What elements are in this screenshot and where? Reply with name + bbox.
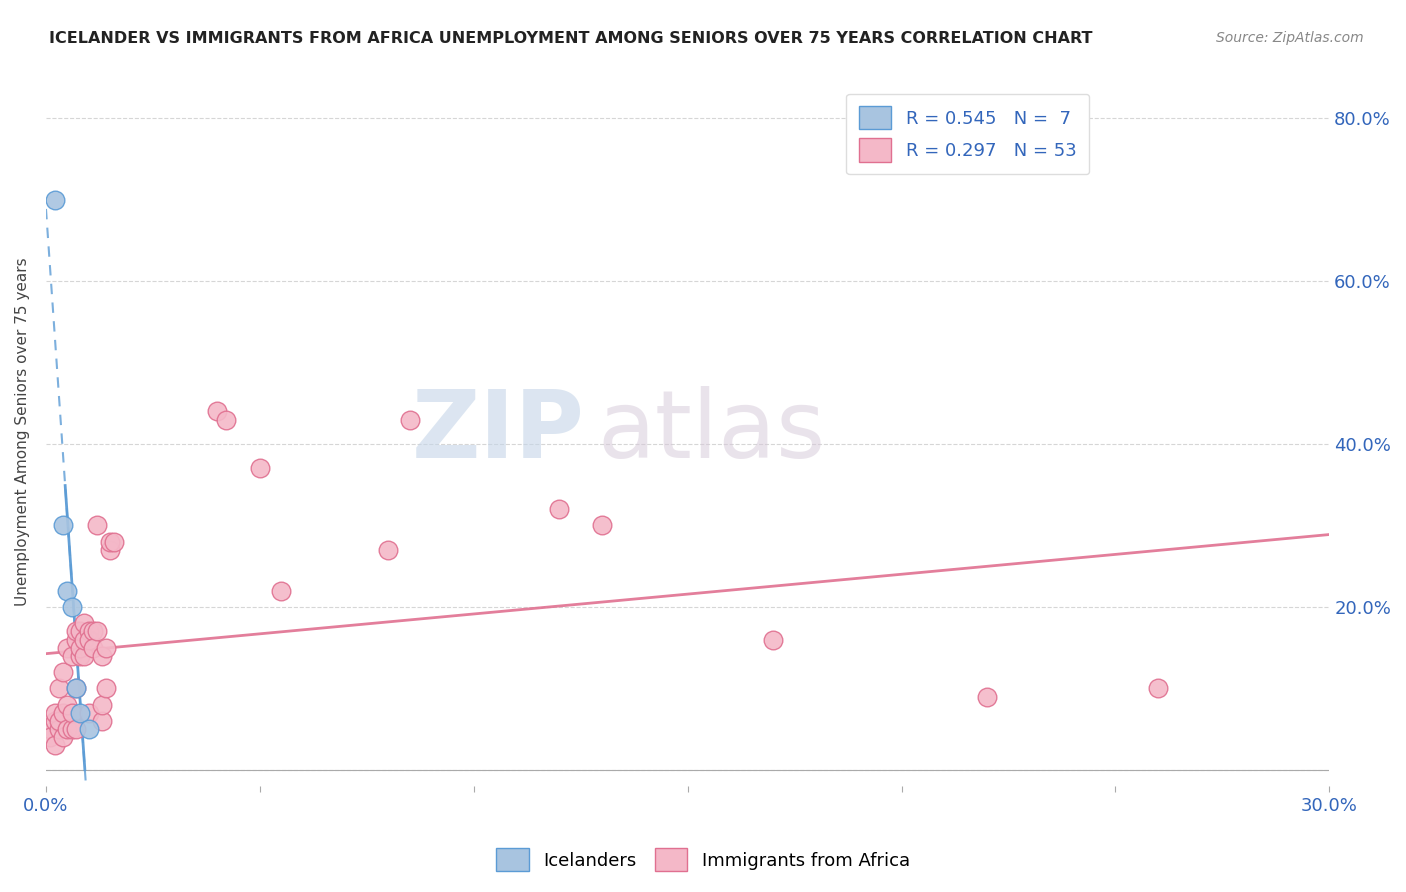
Point [65, 681, 87, 696]
Point [98, 542, 121, 557]
Point [90, 698, 112, 712]
Point [65, 624, 87, 639]
Point [44, 193, 66, 207]
Point [44, 706, 66, 720]
Point [86, 624, 108, 639]
Point [52, 518, 75, 533]
Point [90, 648, 112, 663]
Point [103, 534, 125, 549]
Point [86, 518, 108, 533]
Text: Source: ZipAtlas.com: Source: ZipAtlas.com [1216, 31, 1364, 45]
Point [94, 640, 117, 655]
Point [249, 461, 271, 475]
Point [77, 722, 100, 736]
Point [77, 624, 100, 639]
Point [548, 502, 571, 516]
Point [60, 706, 83, 720]
Point [69, 706, 91, 720]
Point [98, 534, 121, 549]
Point [398, 412, 420, 426]
Point [94, 681, 117, 696]
Point [73, 632, 96, 647]
Point [90, 714, 112, 728]
Point [52, 731, 75, 745]
Point [976, 690, 998, 704]
Point [205, 404, 228, 418]
Point [69, 648, 91, 663]
Text: ICELANDER VS IMMIGRANTS FROM AFRICA UNEMPLOYMENT AMONG SENIORS OVER 75 YEARS COR: ICELANDER VS IMMIGRANTS FROM AFRICA UNEM… [49, 31, 1092, 46]
Point [52, 665, 75, 679]
Text: ZIP: ZIP [412, 386, 585, 478]
Point [73, 648, 96, 663]
Point [65, 681, 87, 696]
Point [39, 731, 62, 745]
Point [214, 412, 236, 426]
Text: atlas: atlas [598, 386, 827, 478]
Point [69, 624, 91, 639]
Point [270, 583, 292, 598]
Point [762, 632, 785, 647]
Point [73, 616, 96, 631]
Point [591, 518, 613, 533]
Point [44, 739, 66, 753]
Point [56, 583, 79, 598]
Point [48, 681, 70, 696]
Point [65, 632, 87, 647]
Point [56, 698, 79, 712]
Point [82, 640, 104, 655]
Point [60, 648, 83, 663]
Point [1147, 681, 1170, 696]
Point [77, 706, 100, 720]
Point [60, 599, 83, 614]
Legend: R = 0.545   N =  7, R = 0.297   N = 53: R = 0.545 N = 7, R = 0.297 N = 53 [846, 94, 1090, 174]
Legend: Icelanders, Immigrants from Africa: Icelanders, Immigrants from Africa [489, 841, 917, 879]
Point [44, 714, 66, 728]
Point [56, 640, 79, 655]
Point [52, 706, 75, 720]
Point [82, 624, 104, 639]
Point [48, 722, 70, 736]
Point [56, 722, 79, 736]
Point [69, 640, 91, 655]
Point [39, 722, 62, 736]
Y-axis label: Unemployment Among Seniors over 75 years: Unemployment Among Seniors over 75 years [15, 258, 30, 606]
Point [48, 714, 70, 728]
Point [60, 722, 83, 736]
Point [77, 632, 100, 647]
Point [377, 542, 399, 557]
Point [65, 722, 87, 736]
